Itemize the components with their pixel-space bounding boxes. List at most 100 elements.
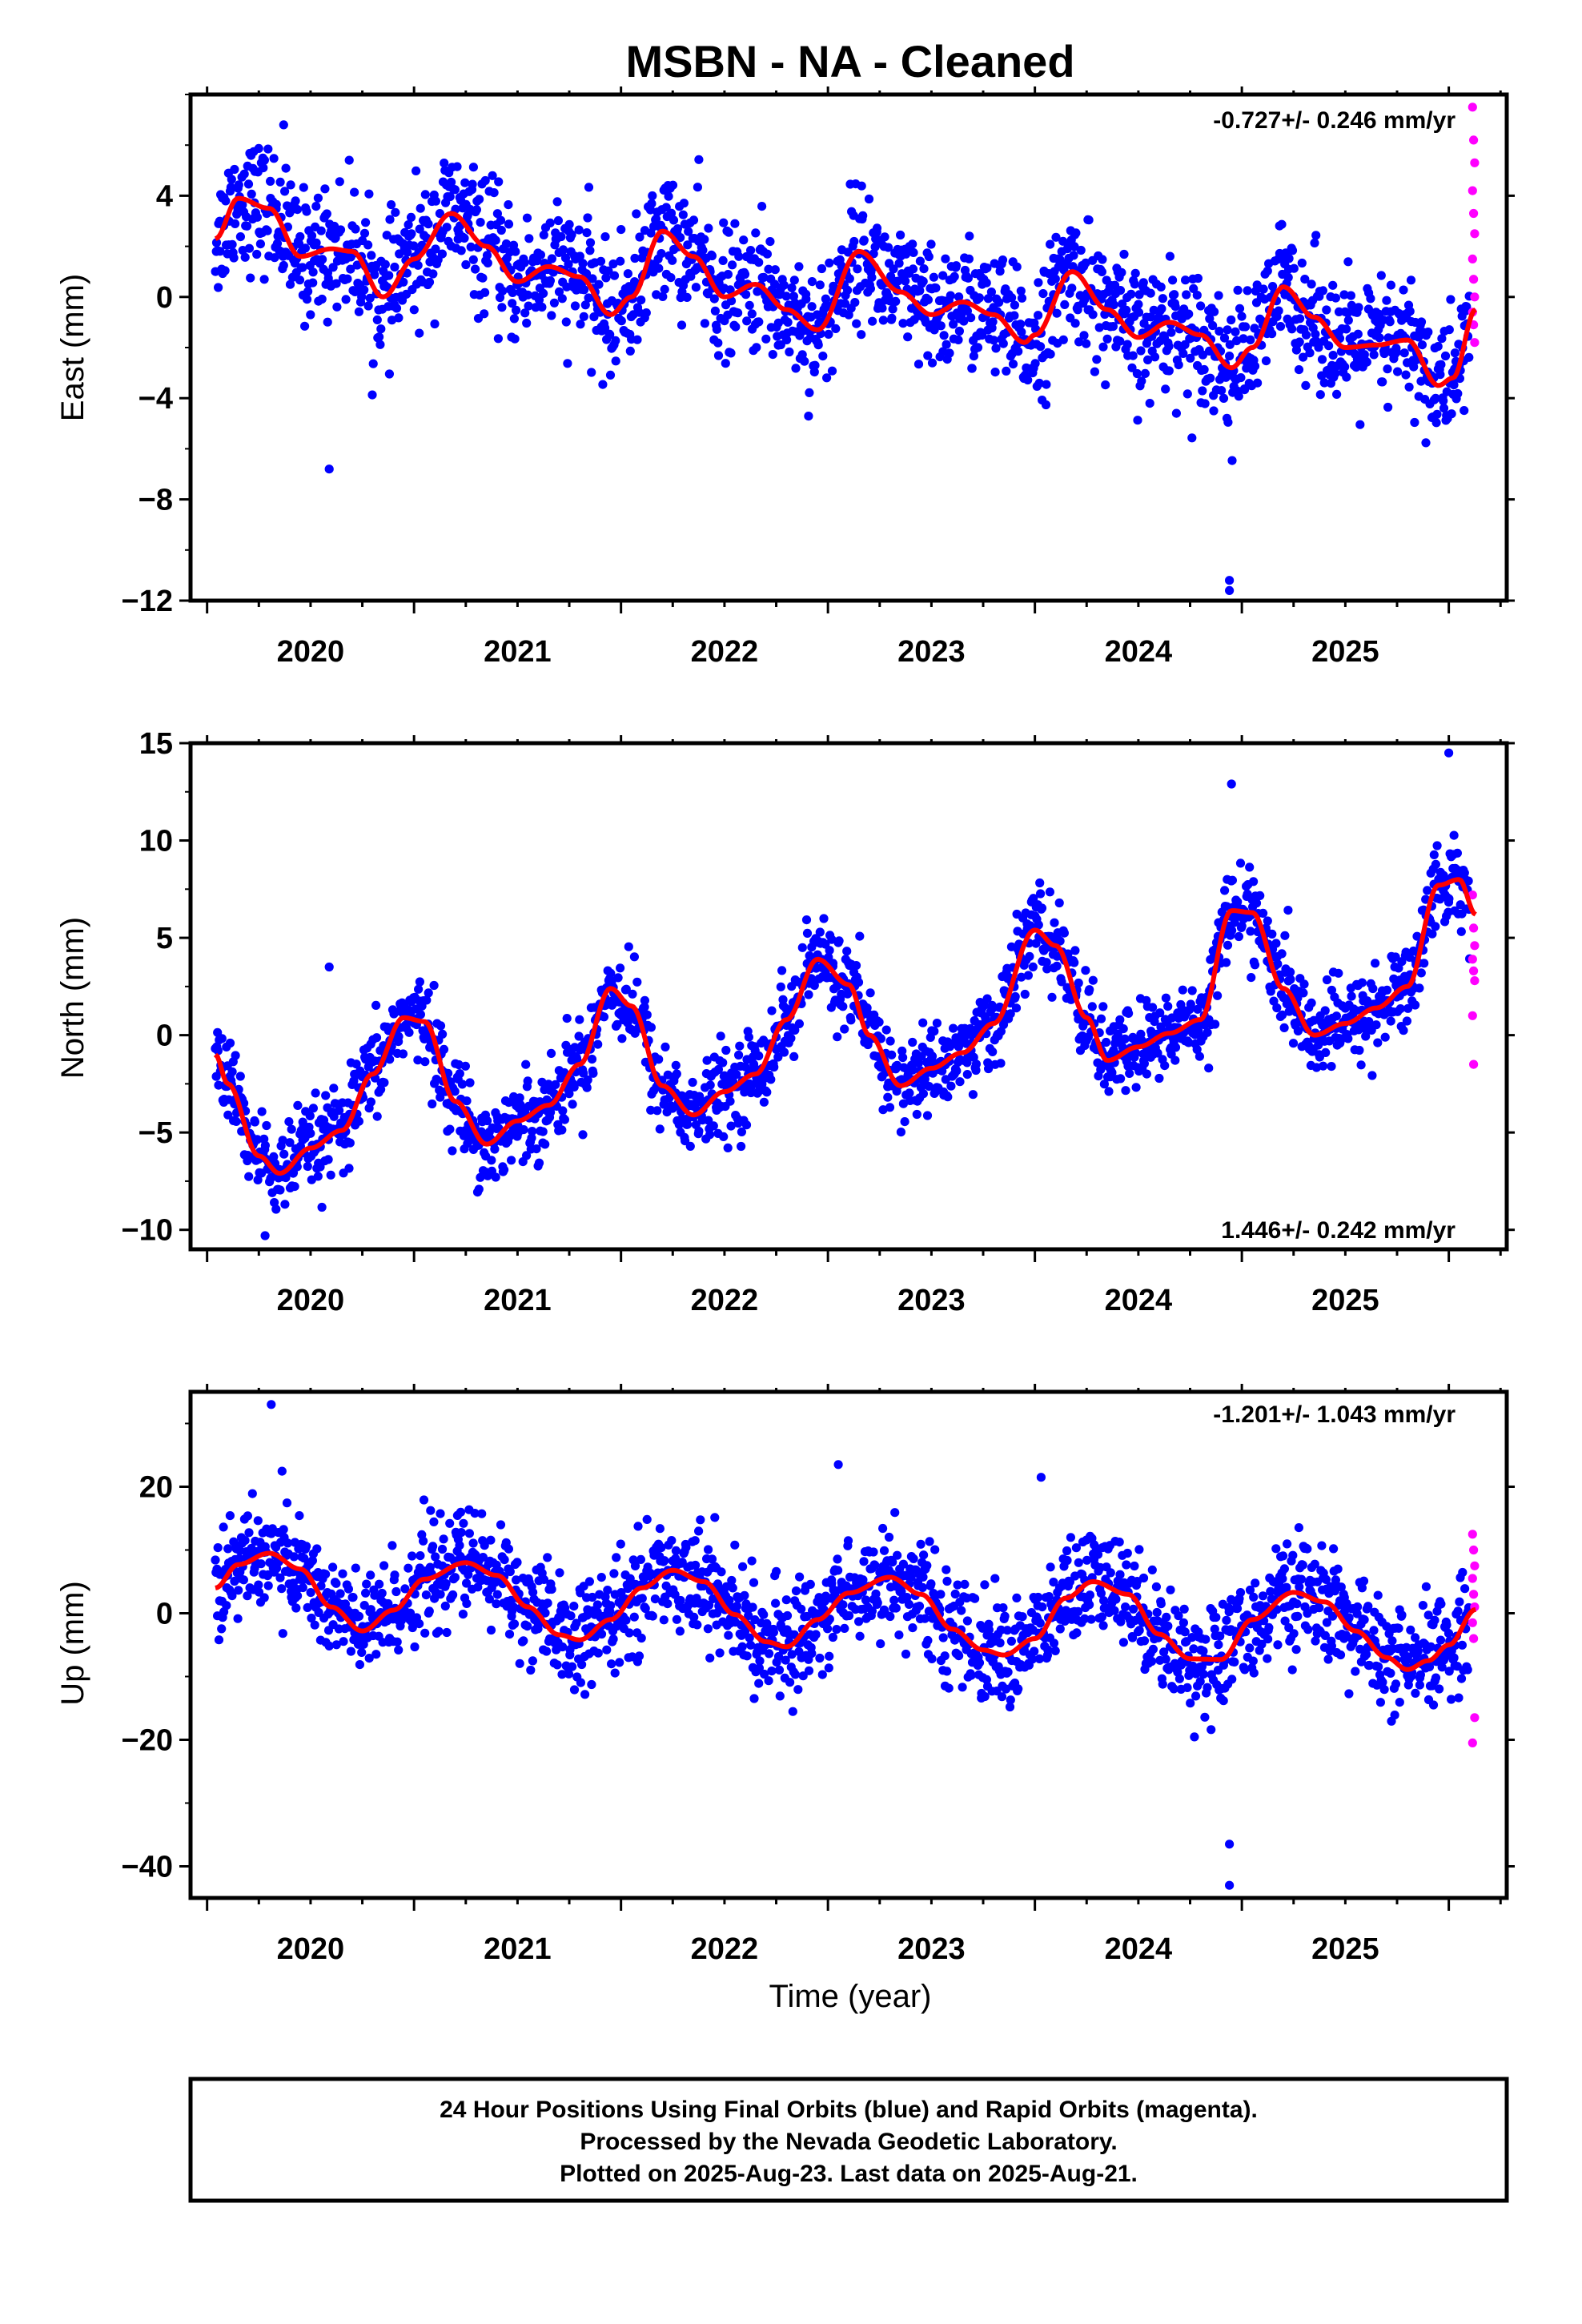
east-final-point — [1100, 309, 1110, 320]
east-final-point — [930, 325, 939, 335]
east-final-point — [498, 286, 508, 296]
east-final-point — [316, 226, 326, 235]
east-final-point — [719, 218, 729, 227]
east-final-point — [468, 163, 479, 172]
up-final-point — [580, 1690, 590, 1699]
east-final-point — [668, 180, 678, 190]
east-final-point — [609, 271, 620, 280]
north-final-point — [721, 1045, 731, 1055]
north-final-point — [500, 1165, 509, 1175]
east-final-point — [1166, 328, 1176, 337]
up-final-point — [782, 1610, 793, 1621]
up-final-point — [456, 1528, 466, 1538]
east-final-point — [982, 263, 992, 273]
east-final-point — [504, 219, 514, 229]
east-final-point — [494, 177, 504, 187]
east-final-point — [978, 331, 987, 340]
north-xtick-label: 2021 — [484, 1284, 552, 1317]
up-final-point — [439, 1534, 448, 1544]
east-final-point — [625, 346, 635, 356]
east-final-point — [611, 336, 620, 345]
up-final-point — [693, 1620, 702, 1630]
north-final-point — [952, 1066, 962, 1076]
east-final-point — [656, 249, 666, 259]
east-final-point — [318, 255, 327, 264]
up-final-point — [298, 1582, 307, 1593]
east-final-point — [1010, 300, 1019, 310]
east-final-point — [508, 287, 517, 297]
north-final-point — [885, 1036, 895, 1046]
east-final-point — [805, 388, 814, 397]
up-final-point — [375, 1579, 384, 1589]
north-final-point — [918, 1018, 928, 1027]
north-final-point — [575, 1015, 584, 1024]
east-final-point — [964, 254, 974, 263]
east-final-point — [1301, 330, 1311, 340]
east-final-point — [1294, 365, 1304, 375]
up-final-point — [672, 1614, 682, 1624]
north-final-point — [1148, 1003, 1158, 1012]
north-final-point — [329, 1084, 339, 1093]
east-final-point — [658, 292, 668, 301]
north-final-point — [415, 977, 425, 987]
east-final-point — [1200, 399, 1210, 408]
up-final-point — [354, 1611, 364, 1621]
east-final-point — [263, 144, 273, 154]
up-final-point — [391, 1586, 401, 1597]
north-final-point — [474, 1184, 484, 1194]
north-final-point — [1220, 886, 1230, 895]
east-final-point — [247, 189, 256, 199]
up-final-point — [464, 1529, 475, 1538]
east-xtick-label: 2020 — [277, 635, 345, 669]
east-final-point — [1130, 279, 1139, 289]
east-final-point — [1069, 251, 1078, 260]
up-final-point — [468, 1538, 478, 1548]
east-final-point — [1307, 279, 1316, 289]
north-final-point — [1098, 1002, 1108, 1011]
east-final-point — [239, 169, 249, 179]
east-final-point — [1261, 356, 1271, 366]
east-final-point — [782, 335, 792, 344]
east-final-point — [231, 219, 240, 228]
north-final-point — [874, 1017, 884, 1027]
east-final-point — [995, 267, 1005, 276]
up-final-point — [244, 1528, 254, 1538]
north-final-point — [1010, 991, 1020, 1002]
up-final-point — [213, 1543, 223, 1553]
east-final-point — [1012, 262, 1022, 271]
north-final-point — [802, 928, 813, 938]
east-final-point — [1136, 346, 1146, 356]
east-final-point — [359, 228, 370, 238]
north-final-point — [231, 1051, 240, 1060]
east-final-point — [654, 263, 664, 273]
east-final-point — [563, 359, 572, 368]
east-final-point — [818, 352, 828, 361]
east-final-point — [320, 184, 330, 194]
east-final-point — [843, 285, 853, 295]
east-final-point — [539, 230, 548, 239]
east-final-point — [1223, 325, 1232, 335]
north-ytick-label: 15 — [139, 727, 173, 761]
east-final-point — [757, 202, 767, 211]
east-final-point — [1109, 300, 1118, 310]
east-ytick-label: 4 — [156, 179, 173, 213]
east-final-point — [332, 302, 342, 312]
east-final-point — [359, 285, 369, 295]
north-final-point — [414, 984, 424, 994]
east-final-point — [901, 249, 911, 259]
north-final-point — [887, 1050, 897, 1059]
up-final-point — [293, 1591, 303, 1601]
up-final-point — [828, 1632, 837, 1642]
east-final-point — [745, 300, 754, 310]
north-final-point — [1025, 951, 1034, 961]
east-final-point — [478, 273, 488, 283]
east-final-point — [710, 306, 721, 316]
north-final-point — [1081, 966, 1090, 975]
east-final-point — [354, 307, 363, 316]
up-final-point — [419, 1495, 429, 1505]
east-final-point — [575, 251, 585, 261]
north-final-point — [1283, 906, 1293, 915]
up-final-point — [259, 1593, 269, 1602]
up-final-point — [542, 1647, 552, 1656]
east-final-point — [664, 191, 673, 201]
